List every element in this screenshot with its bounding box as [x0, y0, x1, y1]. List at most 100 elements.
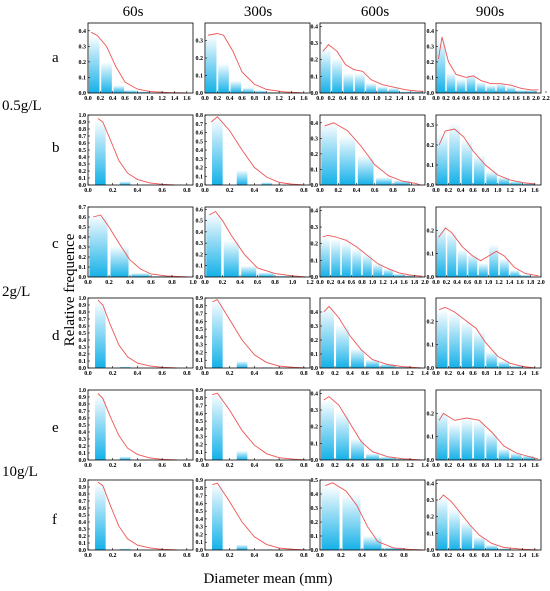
y-tick-label: 0.7	[79, 317, 87, 323]
bar	[95, 482, 106, 550]
x-tick-label: 1.4	[421, 463, 429, 469]
x-tick-label: 1.6	[531, 553, 539, 559]
bar	[400, 91, 411, 93]
y-tick-label: 0.3	[196, 343, 204, 349]
x-tick-label: 0.8	[168, 280, 176, 286]
y-tick-label: 0.1	[196, 540, 204, 546]
x-tick-label: 1.8	[527, 280, 535, 286]
fit-curve	[322, 234, 423, 277]
bar	[486, 432, 497, 460]
y-tick-label: 0.1	[196, 450, 204, 456]
panel-f-60s: 0.00.10.20.30.40.50.60.70.80.91.00.0 0.2 0…	[79, 478, 194, 559]
x-tick-label: 1.4	[519, 463, 527, 469]
row-label-e: e	[52, 420, 59, 436]
y-tick-label: 0.4	[79, 338, 87, 344]
x-tick-label: 2.0	[537, 280, 545, 286]
y-tick-label: 0.4	[79, 520, 87, 526]
bar	[449, 312, 460, 368]
fit-curve	[212, 298, 307, 369]
x-tick-label: 0.6	[254, 280, 262, 286]
x-tick-label: 0.4	[457, 463, 465, 469]
plot-frame	[435, 297, 542, 369]
y-tick-label: 0.5	[79, 513, 87, 519]
x-tick-label: 0.8	[183, 188, 191, 194]
x-tick-label: 1.0	[494, 188, 502, 194]
x-tick-label: 0.8	[300, 188, 308, 194]
x-tick-label: 0.4	[358, 553, 366, 559]
y-tick-label: 0.2	[79, 352, 87, 358]
x-tick-label: 0.4	[452, 96, 460, 102]
y-tick-label: 0.0	[427, 275, 435, 281]
y-tick-label: 0.0	[427, 366, 435, 372]
fit-curve	[323, 305, 422, 369]
x-tick-label: 1.0	[289, 280, 297, 286]
panel-a-300s: 0.0 0.1 0.2 0.3 0.0 0.2 0.4 0.6 0.8 1.0 1.2 1.4 1.6	[196, 22, 311, 102]
x-tick-label: 0.6	[348, 280, 356, 286]
x-tick-label: 0.4	[337, 280, 345, 286]
y-tick-label: 1.0	[79, 388, 87, 394]
bar	[241, 265, 257, 277]
x-tick-label: 0.8	[472, 96, 480, 102]
x-tick-label: 1.2	[506, 188, 514, 194]
y-tick-label: 0.0	[79, 366, 87, 372]
y-tick-label: 0.2	[427, 319, 435, 325]
x-tick-label: 1.4	[288, 96, 296, 102]
bar	[321, 122, 337, 185]
panel-a-900s: 0.00.10.20.30.40.0 0.2 0.4 0.6 0.8 1.0 1.2 1.4 1…	[427, 22, 550, 102]
bar	[377, 86, 388, 93]
bar	[436, 309, 448, 368]
x-tick-label: 0.6	[275, 463, 283, 469]
y-tick-label: 0.8	[196, 486, 204, 492]
panel-b-900s: 0.0 0.1 0.2 0.3 0.0 0.2 0.4 0.6 0.8 1.0 1.2 1.4 1.6	[427, 114, 542, 194]
x-tick-label: 1.0	[189, 280, 197, 286]
bar	[218, 63, 229, 93]
y-tick-label: 0.0	[311, 275, 319, 281]
fit-curve	[210, 116, 304, 186]
x-tick-label: 0.2	[328, 96, 336, 102]
bar	[352, 248, 362, 277]
row-label-d: d	[52, 328, 60, 344]
x-tick-label: 0.2	[214, 96, 222, 102]
x-tick-label: 1.2	[406, 371, 414, 377]
x-tick-label: 1.8	[522, 96, 530, 102]
y-tick-label: 0.8	[196, 113, 204, 119]
bar	[486, 85, 496, 93]
y-tick-label: 0.3	[311, 408, 319, 414]
bar	[357, 155, 374, 185]
y-tick-label: 0.4	[196, 230, 204, 236]
x-tick-label: 1.6	[300, 96, 308, 102]
y-tick-label: 0.0	[427, 91, 435, 97]
y-tick-label: 0.3	[196, 39, 204, 45]
x-tick-label: 0.8	[271, 280, 279, 286]
y-tick-label: 0.0	[311, 183, 319, 189]
bar	[119, 181, 131, 185]
bar	[436, 133, 448, 185]
y-tick-label: 0.2	[311, 152, 319, 158]
bar	[366, 359, 379, 368]
x-tick-label: 0.2	[109, 371, 117, 377]
x-tick-label: 0.6	[275, 188, 283, 194]
x-tick-label: 0.4	[134, 463, 142, 469]
y-tick-label: 0.3	[311, 324, 319, 330]
y-tick-label: 0.2	[311, 425, 319, 431]
y-tick-label: 0.2	[196, 166, 204, 172]
y-tick-label: 0.8	[79, 127, 87, 133]
x-tick-label: 0.6	[121, 96, 129, 102]
y-tick-label: 0.2	[311, 520, 319, 526]
y-tick-label: 0.7	[79, 409, 87, 415]
bar	[436, 411, 448, 460]
y-tick-label: 1.0	[79, 296, 87, 302]
x-tick-label: 0.0	[316, 553, 324, 559]
x-tick-label: 0.8	[474, 280, 482, 286]
fit-curve	[97, 481, 177, 551]
x-tick-label: 0.0	[432, 280, 440, 286]
plot-frame	[435, 22, 542, 94]
bar	[363, 536, 382, 550]
y-tick-label: 0.9	[79, 303, 87, 309]
bar	[498, 448, 510, 460]
x-tick-label: 0.2	[331, 371, 339, 377]
bar	[381, 456, 394, 460]
fit-curve	[93, 214, 188, 278]
bar	[449, 123, 460, 185]
x-tick-label: 1.0	[494, 553, 502, 559]
